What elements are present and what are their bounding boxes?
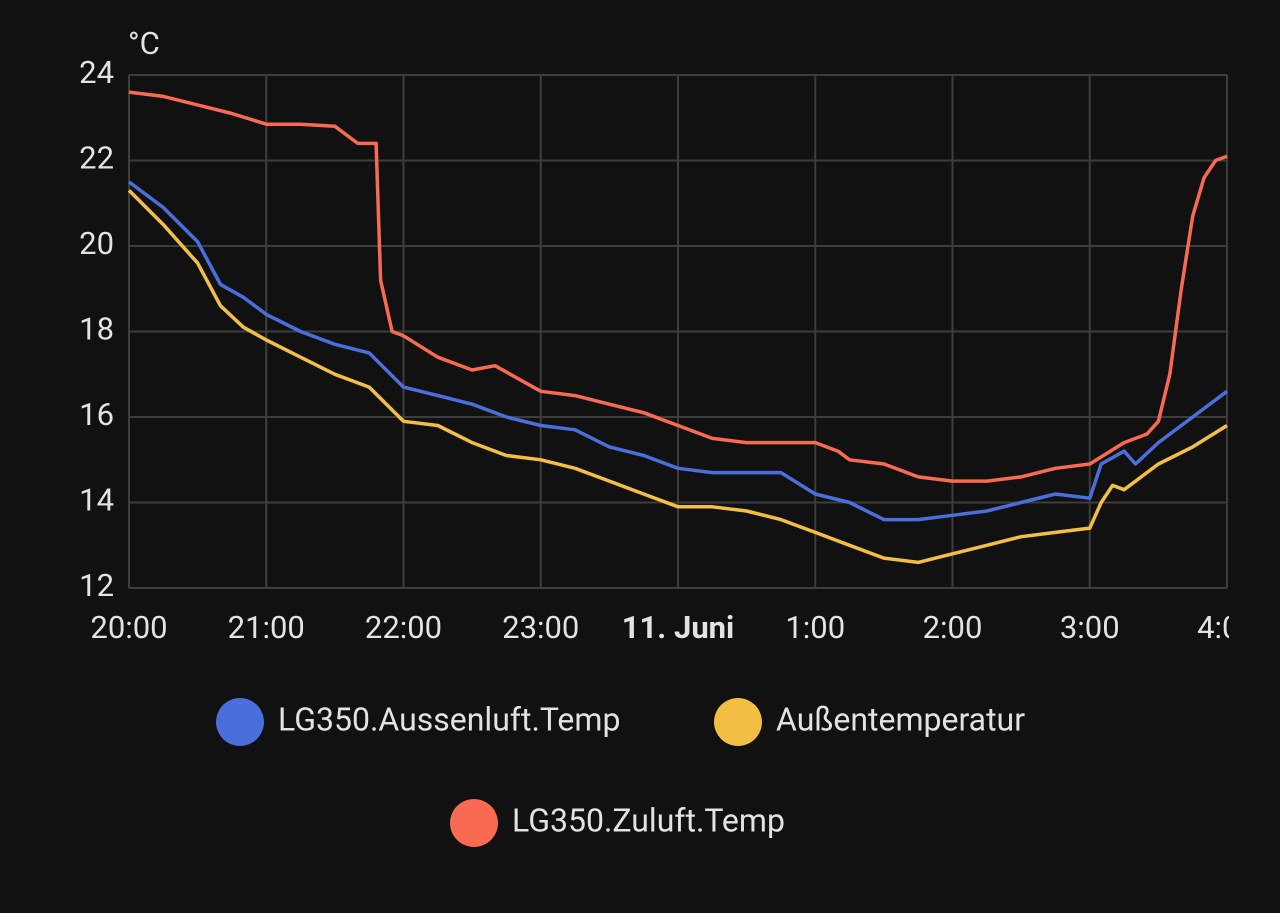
y-axis-unit: °C (128, 25, 160, 62)
x-tick-label: 11. Juni (622, 609, 735, 646)
y-tick-label: 14 (79, 482, 114, 519)
x-tick-label: 23:00 (502, 609, 579, 646)
legend-marker (450, 799, 498, 847)
legend-label: Außentemperatur (776, 700, 1025, 738)
y-tick-label: 20 (79, 225, 114, 262)
data-line (128, 90, 1228, 483)
y-tick-label: 16 (79, 396, 114, 433)
x-tick-label: 21:00 (228, 609, 305, 646)
data-line (127, 189, 1228, 565)
y-tick-label: 12 (79, 567, 114, 604)
y-tick-label: 24 (79, 54, 114, 91)
x-tick-label: 1:00 (785, 609, 845, 646)
legend-label: LG350.Aussenluft.Temp (278, 700, 620, 738)
legend-marker (216, 698, 264, 746)
data-line (127, 180, 1229, 522)
x-tick-label: 4:00 (1197, 609, 1257, 646)
x-tick-label: 20:00 (90, 609, 167, 646)
y-tick-label: 22 (79, 140, 114, 177)
plot-area (127, 90, 1229, 565)
x-tick-label: 3:00 (1060, 609, 1120, 646)
grid: 20:00 21:00 22:00 23:00 11. Juni 1:00 2:00 3:00… (90, 74, 1257, 646)
x-tick-label: 22:00 (365, 609, 442, 646)
legend-marker (714, 698, 762, 746)
legend: LG350.Aussenluft.Temp Außentemperatur LG35… (216, 698, 1025, 847)
legend-label: LG350.Zuluft.Temp (512, 801, 785, 839)
y-tick-label: 18 (79, 311, 114, 348)
x-tick-label: 2:00 (923, 609, 983, 646)
